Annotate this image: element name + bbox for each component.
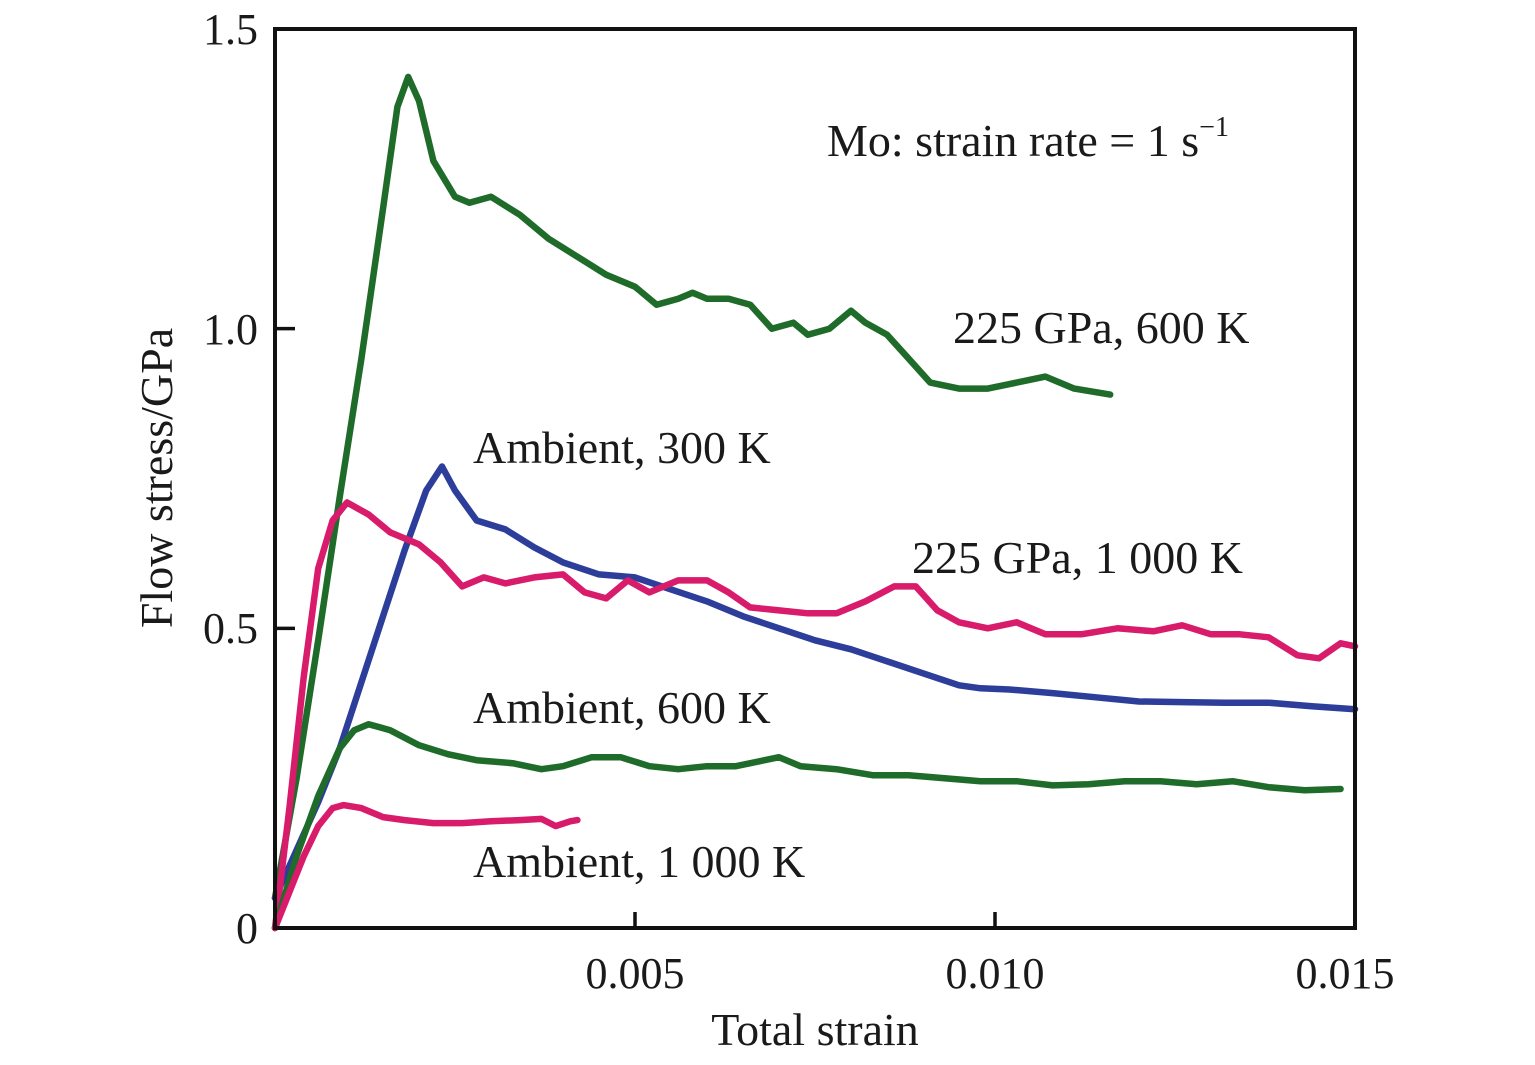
tick-layer — [275, 326, 997, 928]
series-label: 225 GPa, 1 000 K — [912, 532, 1243, 583]
annotation-superscript: −1 — [1199, 112, 1229, 143]
y-tick-label: 0 — [236, 904, 258, 953]
series-label: 225 GPa, 600 K — [953, 302, 1249, 353]
series-label: Ambient, 1 000 K — [473, 836, 805, 887]
annotation-text: Mo: strain rate = 1 s — [827, 115, 1199, 166]
series-line-ambient-1-000-k — [271, 801, 581, 932]
series-line-225-gpa-1-000-k — [271, 499, 1359, 932]
y-axis-title: Flow stress/GPa — [131, 328, 182, 628]
series-line-ambient-300-k — [271, 463, 1359, 902]
y-tick-label: 1.5 — [203, 5, 258, 54]
x-tick-label: 0.010 — [946, 949, 1045, 998]
series-line-225-gpa-600-k — [271, 73, 1114, 902]
series-layer — [271, 73, 1359, 932]
y-tick-label: 0.5 — [203, 604, 258, 653]
plot-frame — [273, 27, 1357, 930]
series-label: Ambient, 600 K — [473, 682, 771, 733]
series-label: Ambient, 300 K — [473, 422, 771, 473]
x-tick-label: 0.005 — [586, 949, 685, 998]
x-axis-title: Total strain — [711, 1004, 919, 1055]
x-tick-label: 0.015 — [1296, 949, 1395, 998]
y-tick-label: 1.0 — [203, 305, 258, 354]
series-line-ambient-600-k — [271, 720, 1344, 932]
chart-annotation: Mo: strain rate = 1 s−1 — [827, 112, 1229, 166]
